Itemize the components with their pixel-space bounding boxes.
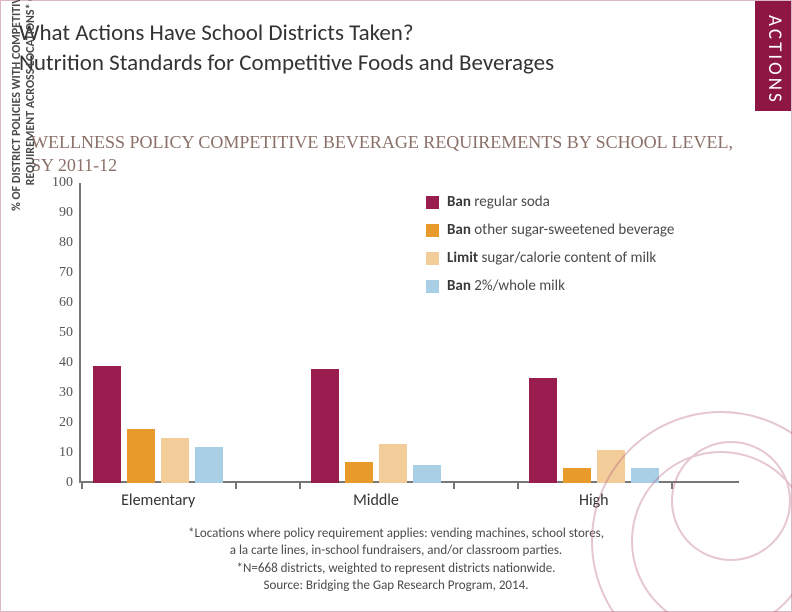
y-tick-label: 60 <box>43 295 73 311</box>
y-tick-label: 100 <box>43 175 73 191</box>
y-tick-label: 40 <box>43 355 73 371</box>
y-axis-line <box>79 183 81 483</box>
bar <box>563 468 591 483</box>
bar <box>529 378 557 483</box>
x-category-label: Middle <box>306 483 446 510</box>
footnote-line-1: *Locations where policy requirement appl… <box>61 525 731 543</box>
legend-item: Ban other sugar-sweetened beverage <box>426 221 756 239</box>
y-tick-label: 10 <box>43 445 73 461</box>
legend-item: Ban 2%/whole milk <box>426 277 756 295</box>
bar <box>127 429 155 483</box>
legend-label: Ban other sugar-sweetened beverage <box>447 221 674 239</box>
legend-swatch <box>426 252 439 265</box>
bar <box>311 369 339 483</box>
header-line-1: What Actions Have School Districts Taken… <box>19 19 736 49</box>
x-tick-mark <box>81 483 83 489</box>
y-tick-label: 90 <box>43 205 73 221</box>
bar-group <box>93 183 223 483</box>
y-axis-label-line-2: REQUIREMENT ACROSS LOCATIONS* OF SALE <box>25 0 39 213</box>
bar <box>413 465 441 483</box>
footnote-line-4: Source: Bridging the Gap Research Progra… <box>61 577 731 595</box>
bar <box>345 462 373 483</box>
legend-swatch <box>426 224 439 237</box>
x-tick-mark <box>299 483 301 489</box>
bar <box>597 450 625 483</box>
footnotes: *Locations where policy requirement appl… <box>61 525 731 595</box>
legend-label: Limit sugar/calorie content of milk <box>447 249 656 267</box>
y-tick-label: 30 <box>43 385 73 401</box>
slide-header: What Actions Have School Districts Taken… <box>19 19 736 79</box>
y-tick-label: 50 <box>43 325 73 341</box>
y-tick-label: 20 <box>43 415 73 431</box>
bar-group <box>311 183 441 483</box>
footnote-line-3: *N=668 districts, weighted to represent … <box>61 560 731 578</box>
legend-swatch <box>426 280 439 293</box>
x-tick-mark <box>517 483 519 489</box>
legend: Ban regular soda Ban other sugar-sweetene… <box>426 193 756 305</box>
legend-label: Ban 2%/whole milk <box>447 277 565 295</box>
x-tick-mark <box>235 483 237 489</box>
x-tick-mark <box>453 483 455 489</box>
y-tick-label: 80 <box>43 235 73 251</box>
bar <box>631 468 659 483</box>
bar <box>195 447 223 483</box>
legend-item: Ban regular soda <box>426 193 756 211</box>
legend-item: Limit sugar/calorie content of milk <box>426 249 756 267</box>
x-category-label: High <box>524 483 664 510</box>
y-axis-label-line-1: % OF DISTRICT POLICIES WITH COMPETITIVE … <box>11 0 25 213</box>
legend-swatch <box>426 196 439 209</box>
bar <box>93 366 121 483</box>
y-tick-label: 70 <box>43 265 73 281</box>
header-line-2: Nutrition Standards for Competitive Food… <box>19 49 736 79</box>
legend-label: Ban regular soda <box>447 193 550 211</box>
side-tab-label: ACTIONS <box>763 15 786 105</box>
x-tick-mark <box>671 483 673 489</box>
bar <box>161 438 189 483</box>
slide: ACTIONS What Actions Have School Distric… <box>0 0 792 612</box>
bar <box>379 444 407 483</box>
x-category-label: Elementary <box>88 483 228 510</box>
chart-title: WELLNESS POLICY COMPETITIVE BEVERAGE REQ… <box>31 131 736 176</box>
y-tick-label: 0 <box>43 475 73 491</box>
footnote-line-2: a la carte lines, in-school fundraisers,… <box>61 542 731 560</box>
y-axis-label: % OF DISTRICT POLICIES WITH COMPETITIVE … <box>11 0 39 213</box>
